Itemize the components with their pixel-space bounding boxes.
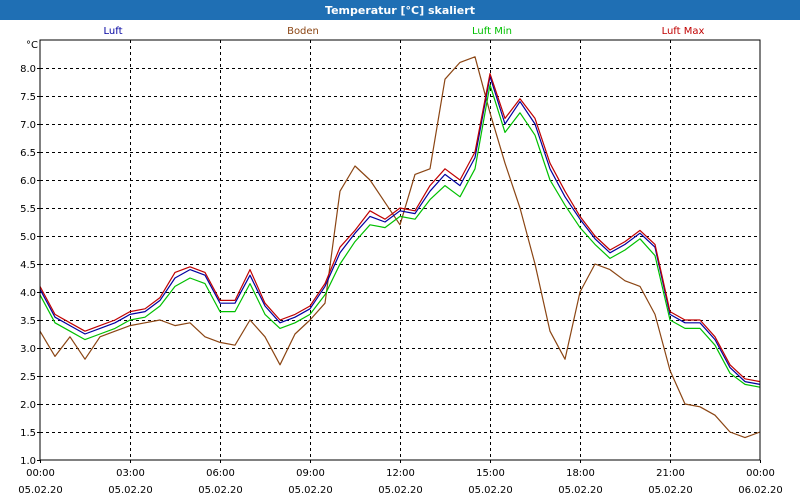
grid [40,40,760,460]
chart-title-bar: Temperatur [°C] skaliert [0,0,800,20]
y-tick-label: 5.5 [20,204,36,215]
x-tick-date: 05.02.20 [18,485,63,496]
x-tick-date: 05.02.20 [378,485,423,496]
x-tick-time: 15:00 [476,468,505,479]
y-tick-label: 8.0 [20,64,36,75]
y-tick-label: 7.5 [20,92,36,103]
x-tick-date: 06.02.20 [738,485,783,496]
legend-boden: Boden [287,26,319,37]
x-tick-date: 05.02.20 [288,485,333,496]
y-tick-label: 3.0 [20,344,36,355]
x-tick-date: 05.02.20 [198,485,243,496]
legend-luft-min: Luft Min [472,26,512,37]
y-tick-label: 2.5 [20,372,36,383]
x-tick-time: 00:00 [26,468,55,479]
x-tick-date: 05.02.20 [468,485,513,496]
axis-ticks: 1.0 1.5 2.0 2.5 3.0 3.5 4.0 4.5 5.0 5.5 6.0 6.5 7.0 7… [18,64,783,496]
x-tick-time: 21:00 [656,468,685,479]
plot-frame [39,39,761,461]
x-tick-date: 05.02.20 [108,485,153,496]
temperature-chart: Luft Boden Luft Min Luft Max °C 1.0 1.5 2.… [18,26,783,496]
x-tick-time: 18:00 [566,468,595,479]
x-tick-time: 03:00 [116,468,145,479]
y-tick-label: 6.0 [20,176,36,187]
series-line-boden [39,56,761,439]
x-tick-time: 06:00 [206,468,235,479]
y-tick-label: 7.0 [20,120,36,131]
series-line-luft [39,75,761,385]
y-tick-label: 3.5 [20,316,36,327]
legend-luft-max: Luft Max [662,26,705,37]
x-tick-time: 00:00 [746,468,775,479]
chart-title: Temperatur [°C] skaliert [325,3,475,17]
x-tick-date: 05.02.20 [558,485,603,496]
y-axis-unit: °C [26,40,38,51]
y-tick-label: 6.5 [20,148,36,159]
x-tick-date: 05.02.20 [648,485,693,496]
x-tick-time: 09:00 [296,468,325,479]
x-tick-time: 12:00 [386,468,415,479]
y-tick-label: 4.0 [20,288,36,299]
legend: Luft Boden Luft Min Luft Max [104,26,705,37]
series-line-luft-min [39,84,761,388]
y-tick-label: 1.0 [20,456,36,467]
y-tick-label: 2.0 [20,400,36,411]
series-line-luft-max [39,72,761,383]
series-lines [39,56,761,439]
y-tick-label: 5.0 [20,232,36,243]
legend-luft: Luft [104,26,123,37]
y-tick-label: 4.5 [20,260,36,271]
y-tick-label: 1.5 [20,428,36,439]
